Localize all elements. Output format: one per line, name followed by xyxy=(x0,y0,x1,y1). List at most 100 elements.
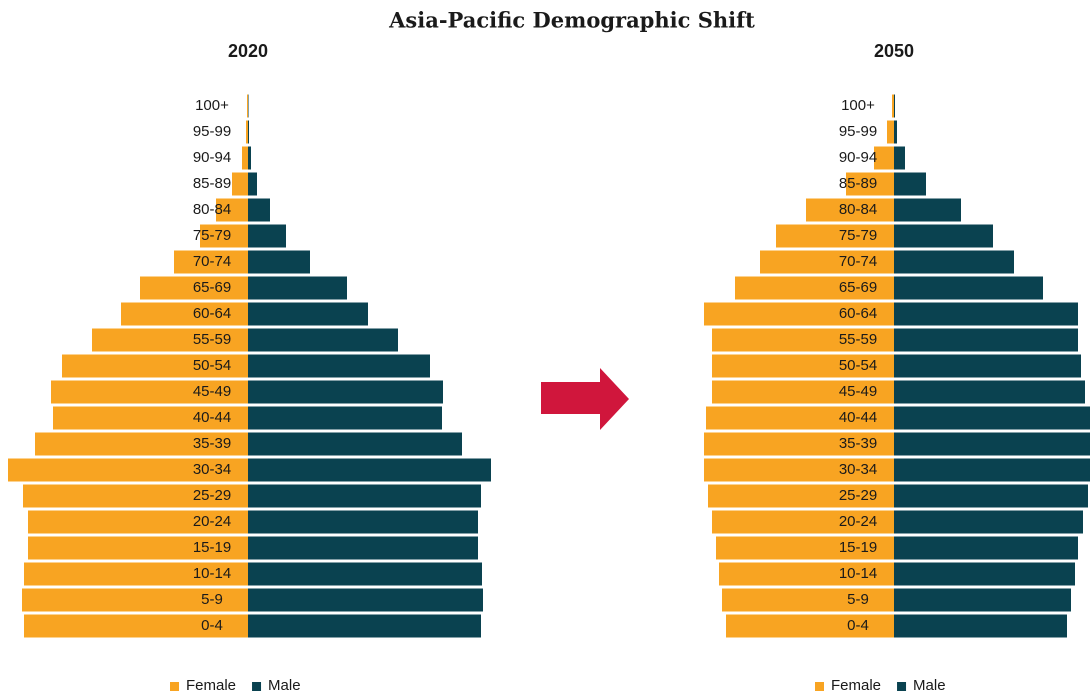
bar xyxy=(248,276,347,300)
legend-label: Female xyxy=(831,677,881,694)
bar xyxy=(246,120,248,144)
legend-swatch xyxy=(897,682,907,691)
category-label: 15-19 xyxy=(839,539,877,556)
bar xyxy=(248,146,251,170)
bar xyxy=(735,276,894,300)
bar xyxy=(894,380,1085,404)
category-label: 50-54 xyxy=(839,357,877,374)
category-label: 10-14 xyxy=(193,565,231,582)
bar xyxy=(712,354,894,378)
category-label: 85-89 xyxy=(193,175,231,192)
category-label: 90-94 xyxy=(193,149,231,166)
bar xyxy=(28,510,248,534)
bar xyxy=(726,614,894,638)
bar xyxy=(51,380,248,404)
bar xyxy=(92,328,248,352)
category-label: 75-79 xyxy=(193,227,231,244)
category-label: 60-64 xyxy=(839,305,877,322)
legend-swatch xyxy=(815,682,824,691)
bar xyxy=(894,94,895,118)
category-label: 35-39 xyxy=(193,435,231,452)
category-label: 35-39 xyxy=(839,435,877,452)
category-label: 75-79 xyxy=(839,227,877,244)
bar xyxy=(248,432,462,456)
bar xyxy=(248,198,270,222)
bar xyxy=(722,588,894,612)
bar xyxy=(216,198,248,222)
bar xyxy=(121,302,248,326)
category-label: 55-59 xyxy=(193,331,231,348)
category-label: 100+ xyxy=(841,97,875,114)
bar xyxy=(704,302,894,326)
bar xyxy=(708,484,894,508)
category-label: 85-89 xyxy=(839,175,877,192)
bar xyxy=(776,224,894,248)
bar xyxy=(704,458,894,482)
category-label: 65-69 xyxy=(839,279,877,296)
bar xyxy=(248,484,481,508)
bar xyxy=(248,380,443,404)
category-label: 20-24 xyxy=(839,513,877,530)
category-label: 55-59 xyxy=(839,331,877,348)
bar xyxy=(894,562,1075,586)
bar xyxy=(806,198,894,222)
bar xyxy=(712,510,894,534)
bar xyxy=(248,120,249,144)
category-label: 50-54 xyxy=(193,357,231,374)
chart-title: Asia-Pacific Demographic Shift xyxy=(388,8,755,33)
bar xyxy=(719,562,894,586)
bar xyxy=(247,94,248,118)
bar xyxy=(24,614,248,638)
bar xyxy=(892,94,894,118)
category-label: 45-49 xyxy=(193,383,231,400)
bar xyxy=(62,354,248,378)
bar xyxy=(248,614,481,638)
category-label: 25-29 xyxy=(193,487,231,504)
bar xyxy=(248,354,430,378)
bar xyxy=(887,120,894,144)
category-label: 30-34 xyxy=(839,461,877,478)
category-label: 5-9 xyxy=(847,591,869,608)
bar xyxy=(894,120,897,144)
bar xyxy=(22,588,248,612)
bar xyxy=(248,588,483,612)
legend-label: Male xyxy=(268,677,301,694)
category-label: 70-74 xyxy=(839,253,877,270)
bar xyxy=(894,172,926,196)
bar xyxy=(248,302,368,326)
category-label: 0-4 xyxy=(847,617,869,634)
category-label: 20-24 xyxy=(193,513,231,530)
bar xyxy=(712,328,894,352)
arrow xyxy=(541,368,629,430)
bar xyxy=(248,536,478,560)
category-label: 95-99 xyxy=(193,123,231,140)
bar xyxy=(706,406,894,430)
category-label: 40-44 xyxy=(839,409,877,426)
bar xyxy=(248,406,442,430)
category-label: 0-4 xyxy=(201,617,223,634)
bar xyxy=(24,562,248,586)
bar xyxy=(174,250,248,274)
bar xyxy=(716,536,894,560)
bar xyxy=(248,510,478,534)
bar xyxy=(760,250,894,274)
bar xyxy=(712,380,894,404)
category-label: 90-94 xyxy=(839,149,877,166)
bar xyxy=(248,328,398,352)
bar xyxy=(894,406,1090,430)
bar xyxy=(894,302,1078,326)
bar xyxy=(704,432,894,456)
bar xyxy=(894,146,905,170)
bar xyxy=(894,432,1090,456)
bar xyxy=(894,276,1043,300)
bar xyxy=(200,224,248,248)
category-label: 80-84 xyxy=(193,201,231,218)
bar xyxy=(53,406,248,430)
chart-subtitle: 2020 xyxy=(228,41,268,61)
bar xyxy=(248,224,286,248)
chart-subtitle: 2050 xyxy=(874,41,914,61)
bar xyxy=(894,588,1071,612)
bar xyxy=(28,536,248,560)
legend-swatch xyxy=(252,682,262,691)
bar xyxy=(894,458,1090,482)
